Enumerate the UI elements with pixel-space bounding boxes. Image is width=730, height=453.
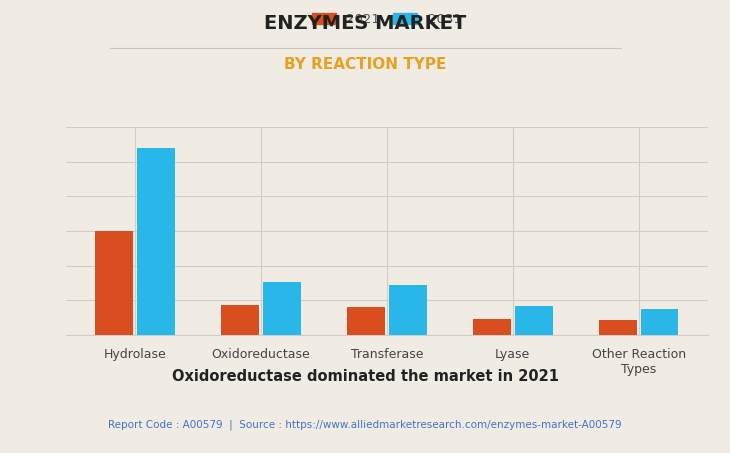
- Bar: [96, 231, 133, 335]
- Text: ENZYMES MARKET: ENZYMES MARKET: [264, 14, 466, 33]
- Legend: 2021, 2031: 2021, 2031: [312, 13, 461, 26]
- Bar: [599, 320, 637, 335]
- Bar: [641, 309, 678, 335]
- Bar: [221, 305, 259, 335]
- Text: Oxidoreductase dominated the market in 2021: Oxidoreductase dominated the market in 2…: [172, 369, 558, 384]
- Text: Report Code : A00579  |  Source : https://www.alliedmarketresearch.com/enzymes-m: Report Code : A00579 | Source : https://…: [108, 419, 622, 429]
- Bar: [389, 285, 426, 335]
- Text: BY REACTION TYPE: BY REACTION TYPE: [284, 57, 446, 72]
- Bar: [347, 308, 385, 335]
- Bar: [473, 318, 511, 335]
- Bar: [137, 148, 174, 335]
- Bar: [263, 282, 301, 335]
- Bar: [515, 306, 553, 335]
